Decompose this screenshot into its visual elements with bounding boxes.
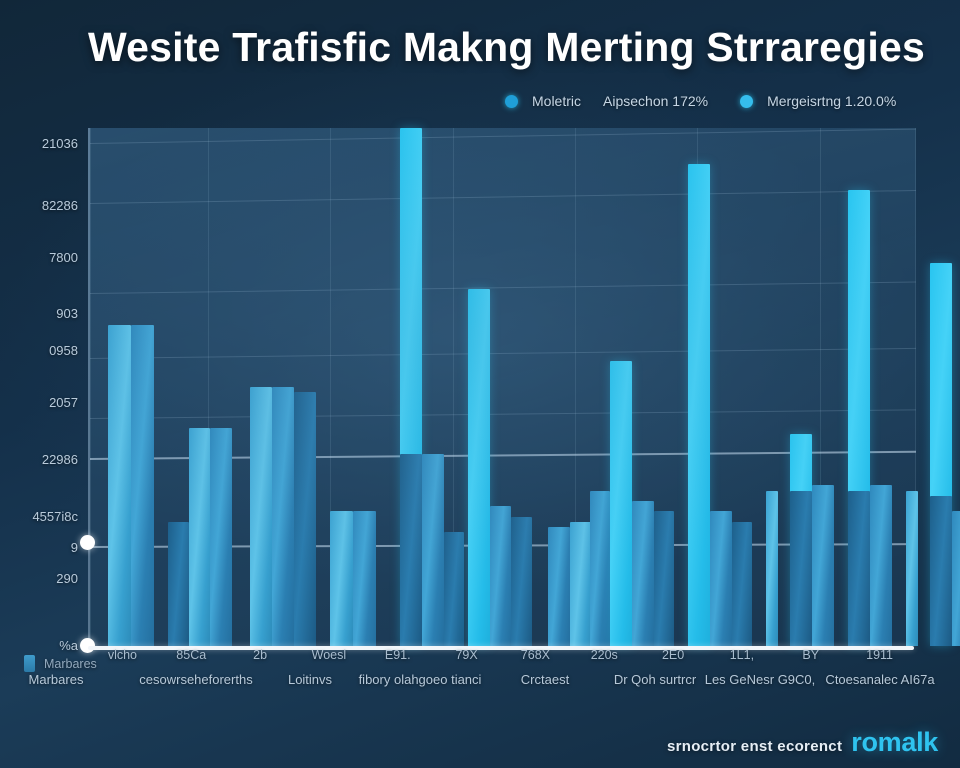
- bar[interactable]: [632, 500, 654, 646]
- bar[interactable]: [210, 428, 232, 646]
- bar[interactable]: [422, 454, 444, 646]
- watermark-text: srnocrtor enst ecorenct: [666, 738, 843, 755]
- bar[interactable]: [189, 428, 210, 646]
- vertical-gridline: [820, 128, 821, 646]
- bar[interactable]: [250, 387, 272, 646]
- x-axis-category-label: cesowrseheforerths: [139, 672, 253, 687]
- y-axis-tick-label: 290: [56, 570, 78, 586]
- x-axis-category-label: Dr Qoh surtrcr: [613, 672, 697, 687]
- bar[interactable]: [610, 361, 632, 646]
- bar[interactable]: [710, 511, 732, 646]
- bar[interactable]: [790, 490, 812, 646]
- legend-dot-icon: [505, 94, 518, 108]
- bar[interactable]: [766, 490, 778, 646]
- chart-legend-top: Moletric Aipsechon 172% Mergeisrtng 1.20.0…: [505, 89, 955, 113]
- x-axis-category-label: Crctaest: [520, 672, 570, 687]
- chart-title: Wesite Trafisfic Makng Merting Strraregi…: [88, 24, 926, 70]
- y-axis-tick-label: 903: [56, 306, 78, 322]
- horizontal-gridline: [89, 190, 916, 204]
- x-axis-tick-label: BY: [802, 648, 820, 662]
- bar[interactable]: [848, 490, 870, 646]
- x-axis-tick-label: 1911: [866, 648, 894, 662]
- y-axis-tick-label: 4557i8c: [32, 508, 78, 524]
- x-axis-tick-label: 79X: [455, 648, 478, 662]
- x-axis-category-label: Ctoesanalec AI67a: [825, 672, 935, 687]
- bar[interactable]: [654, 511, 674, 646]
- bar[interactable]: [870, 485, 892, 646]
- bar[interactable]: [400, 454, 422, 646]
- vertical-gridline: [575, 128, 576, 646]
- vertical-gridline: [90, 128, 91, 646]
- x-axis-tick-label: Woesl: [311, 648, 347, 662]
- bar[interactable]: [930, 495, 952, 646]
- x-axis-category-label: Loitinvs: [287, 672, 333, 687]
- y-axis-tick-label: 2057: [49, 394, 78, 410]
- x-axis-tick-labels: vlcho 85Ca 2b Woesl E91. 79X 768X 220s 2E0 1L1, BY…: [88, 648, 914, 670]
- x-axis-tick-label: 85Ca: [176, 648, 207, 662]
- watermark: srnocrtor enst ecorenct romalk: [667, 727, 938, 758]
- bar[interactable]: [570, 521, 592, 646]
- bar[interactable]: [294, 392, 316, 646]
- bar[interactable]: [590, 490, 610, 646]
- bar[interactable]: [131, 324, 154, 646]
- legend-swatch-icon: [24, 655, 35, 672]
- bar[interactable]: [732, 521, 752, 646]
- bar[interactable]: [906, 490, 918, 646]
- legend-label: Aipsechon 172%: [603, 93, 709, 109]
- bar[interactable]: [548, 526, 570, 646]
- legend-dot-icon: [740, 94, 754, 108]
- x-axis-category-label: Les GeNesr G9C0,: [704, 672, 816, 687]
- x-axis-tick-label: 2b: [253, 648, 268, 662]
- bar[interactable]: [353, 511, 376, 646]
- horizontal-gridline: [89, 281, 916, 294]
- horizontal-gridline: [89, 409, 916, 419]
- y-axis-labels: 21036 82286 7800 903 0958 2057 22986 4557i8c 9 29…: [0, 128, 78, 653]
- bar[interactable]: [272, 387, 294, 646]
- legend-label: Mergeisrtng 1.20.0%: [767, 93, 897, 109]
- bar[interactable]: [688, 164, 710, 646]
- y-axis-tick-label: %a: [59, 638, 78, 653]
- plot-area: [88, 128, 960, 646]
- bar[interactable]: [490, 506, 511, 646]
- vertical-gridline: [915, 128, 916, 646]
- bar[interactable]: [468, 288, 490, 646]
- bar[interactable]: [168, 521, 189, 646]
- y-axis-tick-label: 9: [70, 539, 78, 555]
- bar[interactable]: [330, 511, 353, 646]
- x-axis-category-label: fibory olahgoeo tianci: [358, 672, 482, 687]
- vertical-gridline: [453, 128, 454, 646]
- vertical-gridline: [208, 128, 209, 646]
- y-axis-tick-label: 22986: [41, 451, 78, 467]
- vertical-gridline: [330, 128, 331, 646]
- x-axis-tick-label: 1L1,: [729, 648, 755, 662]
- bar[interactable]: [444, 532, 464, 646]
- x-axis-tick-label: 220s: [590, 648, 618, 662]
- x-axis-category-label: Marbares: [28, 672, 84, 687]
- legend-bottom-label: Marbares: [44, 656, 97, 671]
- axis-marker-dot[interactable]: [80, 535, 95, 550]
- bar[interactable]: [952, 511, 960, 646]
- horizontal-gridline: [89, 128, 916, 144]
- legend-label: Moletric: [532, 93, 582, 109]
- watermark-brand: romalk: [851, 727, 938, 757]
- x-axis-tick-label: 768X: [520, 648, 551, 662]
- y-axis-tick-label: 7800: [49, 249, 78, 265]
- horizontal-gridline: [89, 347, 916, 359]
- chart-legend-bottom: Marbares: [24, 655, 97, 672]
- bar[interactable]: [108, 324, 131, 646]
- x-axis-tick-label: vlcho: [107, 648, 137, 662]
- x-axis-tick-label: 2E0: [661, 648, 685, 662]
- x-axis-tick-label: E91.: [384, 648, 411, 662]
- y-axis-tick-label: 82286: [41, 197, 78, 213]
- x-axis-line: [88, 646, 914, 650]
- x-axis-category-labels: Marbares cesowrseheforerths Loitinvs fibory…: [0, 672, 960, 696]
- y-axis-tick-label: 0958: [49, 342, 78, 358]
- bar[interactable]: [511, 516, 532, 646]
- bar[interactable]: [812, 485, 834, 646]
- y-axis-tick-label: 21036: [41, 135, 78, 151]
